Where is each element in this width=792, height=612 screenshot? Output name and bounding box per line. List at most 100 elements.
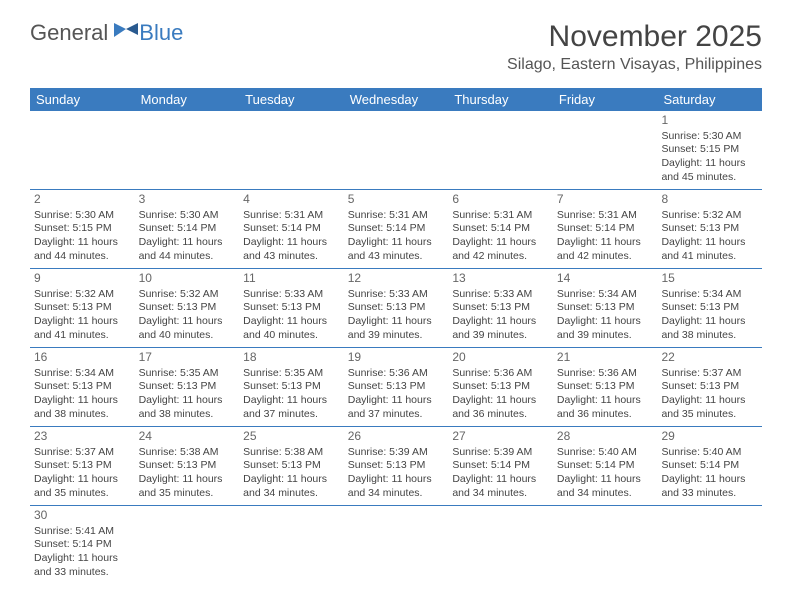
day-number: 16 (34, 350, 131, 366)
day-number: 24 (139, 429, 236, 445)
day-daylight2: and 37 minutes. (348, 408, 445, 422)
day-cell-empty (657, 506, 762, 584)
logo: General Blue (30, 20, 183, 46)
day-sunset: Sunset: 5:13 PM (348, 459, 445, 473)
day-daylight2: and 39 minutes. (557, 329, 654, 343)
day-sunrise: Sunrise: 5:39 AM (452, 446, 549, 460)
day-number: 5 (348, 192, 445, 208)
day-sunset: Sunset: 5:13 PM (661, 301, 758, 315)
day-cell: 2Sunrise: 5:30 AMSunset: 5:15 PMDaylight… (30, 190, 135, 268)
day-daylight1: Daylight: 11 hours (243, 315, 340, 329)
day-sunrise: Sunrise: 5:32 AM (139, 288, 236, 302)
day-cell: 12Sunrise: 5:33 AMSunset: 5:13 PMDayligh… (344, 269, 449, 347)
day-daylight1: Daylight: 11 hours (661, 394, 758, 408)
day-sunrise: Sunrise: 5:35 AM (243, 367, 340, 381)
day-sunset: Sunset: 5:13 PM (557, 301, 654, 315)
day-daylight1: Daylight: 11 hours (452, 236, 549, 250)
day-cell: 24Sunrise: 5:38 AMSunset: 5:13 PMDayligh… (135, 427, 240, 505)
day-sunrise: Sunrise: 5:36 AM (452, 367, 549, 381)
day-cell: 28Sunrise: 5:40 AMSunset: 5:14 PMDayligh… (553, 427, 658, 505)
day-sunrise: Sunrise: 5:33 AM (243, 288, 340, 302)
day-sunset: Sunset: 5:14 PM (139, 222, 236, 236)
week-row: 1Sunrise: 5:30 AMSunset: 5:15 PMDaylight… (30, 111, 762, 190)
day-sunset: Sunset: 5:15 PM (34, 222, 131, 236)
day-cell: 20Sunrise: 5:36 AMSunset: 5:13 PMDayligh… (448, 348, 553, 426)
day-sunrise: Sunrise: 5:39 AM (348, 446, 445, 460)
day-cell: 7Sunrise: 5:31 AMSunset: 5:14 PMDaylight… (553, 190, 658, 268)
day-daylight2: and 33 minutes. (661, 487, 758, 501)
day-header-cell: Friday (553, 88, 658, 111)
day-cell: 26Sunrise: 5:39 AMSunset: 5:13 PMDayligh… (344, 427, 449, 505)
day-number: 28 (557, 429, 654, 445)
day-cell-empty (553, 506, 658, 584)
day-sunrise: Sunrise: 5:31 AM (557, 209, 654, 223)
day-header-cell: Saturday (657, 88, 762, 111)
day-daylight1: Daylight: 11 hours (34, 236, 131, 250)
day-daylight1: Daylight: 11 hours (243, 394, 340, 408)
day-daylight2: and 44 minutes. (139, 250, 236, 264)
calendar: SundayMondayTuesdayWednesdayThursdayFrid… (30, 88, 762, 584)
week-row: 30Sunrise: 5:41 AMSunset: 5:14 PMDayligh… (30, 506, 762, 584)
day-number: 3 (139, 192, 236, 208)
day-cell: 16Sunrise: 5:34 AMSunset: 5:13 PMDayligh… (30, 348, 135, 426)
logo-flag-icon (113, 21, 139, 46)
day-daylight2: and 35 minutes. (661, 408, 758, 422)
day-cell-empty (239, 111, 344, 189)
day-daylight1: Daylight: 11 hours (348, 473, 445, 487)
day-daylight1: Daylight: 11 hours (557, 473, 654, 487)
day-daylight2: and 41 minutes. (661, 250, 758, 264)
header: General Blue November 2025 Silago, Easte… (0, 0, 792, 82)
day-daylight1: Daylight: 11 hours (348, 236, 445, 250)
day-number: 13 (452, 271, 549, 287)
day-sunrise: Sunrise: 5:36 AM (557, 367, 654, 381)
day-number: 25 (243, 429, 340, 445)
day-cell-empty (135, 506, 240, 584)
day-cell: 14Sunrise: 5:34 AMSunset: 5:13 PMDayligh… (553, 269, 658, 347)
day-sunset: Sunset: 5:13 PM (139, 459, 236, 473)
day-number: 17 (139, 350, 236, 366)
day-cell: 5Sunrise: 5:31 AMSunset: 5:14 PMDaylight… (344, 190, 449, 268)
day-number: 7 (557, 192, 654, 208)
day-header-cell: Wednesday (344, 88, 449, 111)
day-cell: 18Sunrise: 5:35 AMSunset: 5:13 PMDayligh… (239, 348, 344, 426)
day-number: 30 (34, 508, 131, 524)
day-number: 4 (243, 192, 340, 208)
logo-text-general: General (30, 20, 108, 46)
day-sunrise: Sunrise: 5:32 AM (661, 209, 758, 223)
day-daylight1: Daylight: 11 hours (243, 473, 340, 487)
day-sunrise: Sunrise: 5:30 AM (34, 209, 131, 223)
day-number: 11 (243, 271, 340, 287)
day-number: 18 (243, 350, 340, 366)
day-sunset: Sunset: 5:13 PM (34, 301, 131, 315)
day-sunset: Sunset: 5:13 PM (661, 222, 758, 236)
day-sunrise: Sunrise: 5:35 AM (139, 367, 236, 381)
day-number: 20 (452, 350, 549, 366)
day-cell: 13Sunrise: 5:33 AMSunset: 5:13 PMDayligh… (448, 269, 553, 347)
day-daylight2: and 43 minutes. (348, 250, 445, 264)
day-daylight1: Daylight: 11 hours (557, 315, 654, 329)
day-sunrise: Sunrise: 5:37 AM (661, 367, 758, 381)
day-daylight1: Daylight: 11 hours (243, 236, 340, 250)
day-number: 9 (34, 271, 131, 287)
day-sunset: Sunset: 5:14 PM (557, 459, 654, 473)
day-number: 21 (557, 350, 654, 366)
day-sunset: Sunset: 5:13 PM (557, 380, 654, 394)
day-number: 6 (452, 192, 549, 208)
day-cell: 29Sunrise: 5:40 AMSunset: 5:14 PMDayligh… (657, 427, 762, 505)
day-daylight1: Daylight: 11 hours (661, 157, 758, 171)
day-daylight2: and 38 minutes. (661, 329, 758, 343)
day-cell: 23Sunrise: 5:37 AMSunset: 5:13 PMDayligh… (30, 427, 135, 505)
day-cell: 11Sunrise: 5:33 AMSunset: 5:13 PMDayligh… (239, 269, 344, 347)
day-sunset: Sunset: 5:14 PM (557, 222, 654, 236)
day-sunset: Sunset: 5:14 PM (452, 222, 549, 236)
week-row: 23Sunrise: 5:37 AMSunset: 5:13 PMDayligh… (30, 427, 762, 506)
day-cell-empty (448, 506, 553, 584)
day-cell: 3Sunrise: 5:30 AMSunset: 5:14 PMDaylight… (135, 190, 240, 268)
day-sunrise: Sunrise: 5:40 AM (661, 446, 758, 460)
day-sunset: Sunset: 5:13 PM (452, 301, 549, 315)
location: Silago, Eastern Visayas, Philippines (507, 56, 762, 74)
day-number: 1 (661, 113, 758, 129)
day-daylight1: Daylight: 11 hours (34, 552, 131, 566)
day-daylight2: and 42 minutes. (452, 250, 549, 264)
day-cell-empty (239, 506, 344, 584)
